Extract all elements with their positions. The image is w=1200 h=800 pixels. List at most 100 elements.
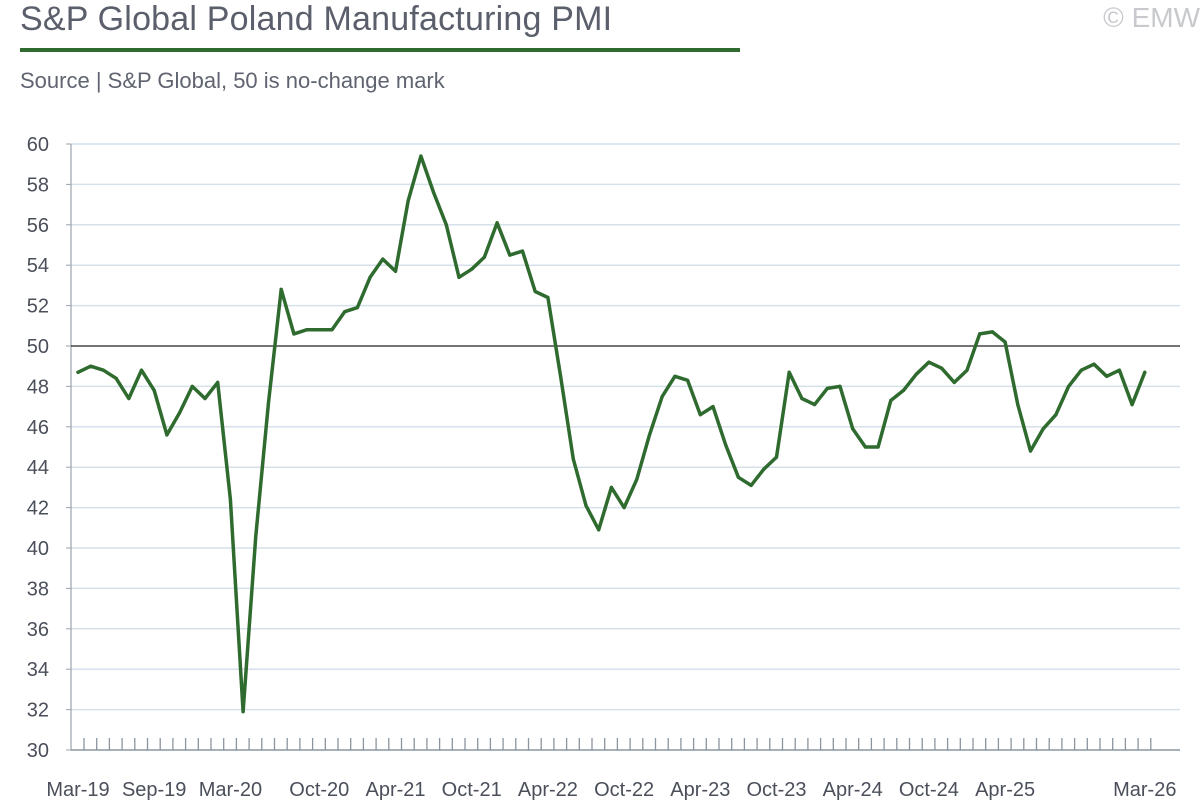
title-underline	[20, 48, 740, 52]
chart-title: S&P Global Poland Manufacturing PMI	[20, 0, 613, 38]
data-point	[1016, 403, 1020, 407]
y-tick-label: 46	[27, 417, 49, 439]
y-tick-label: 56	[27, 215, 49, 237]
data-point	[990, 330, 995, 334]
data-point	[736, 475, 741, 479]
data-point	[724, 443, 728, 447]
x-tick-label: Apr-25	[975, 779, 1035, 800]
data-point	[660, 394, 664, 399]
data-point	[813, 403, 817, 407]
data-point	[914, 372, 918, 376]
data-point	[952, 380, 956, 384]
data-point	[279, 287, 283, 291]
y-tick-label: 48	[27, 376, 49, 398]
data-point	[876, 445, 880, 449]
data-point	[482, 255, 486, 259]
data-point	[533, 289, 537, 294]
data-point	[1067, 384, 1071, 388]
data-point	[889, 398, 893, 403]
x-tick-label: Apr-23	[670, 779, 730, 800]
x-tick-label: Mar-26	[1113, 779, 1176, 800]
y-tick-label: 52	[27, 296, 49, 318]
y-tick-label: 58	[27, 174, 49, 196]
data-point	[241, 710, 245, 714]
data-point	[432, 190, 436, 195]
data-point	[254, 534, 258, 538]
data-point	[114, 376, 118, 380]
data-point	[597, 528, 601, 532]
data-point	[89, 364, 93, 368]
data-point	[1003, 340, 1007, 344]
y-tick-label: 36	[27, 619, 49, 641]
data-point	[152, 388, 156, 392]
y-tick-label: 30	[27, 740, 49, 762]
x-tick-label: Oct-20	[289, 779, 349, 800]
data-point	[927, 360, 931, 364]
y-tick-label: 44	[27, 457, 49, 479]
data-point	[76, 370, 80, 374]
x-tick-label: Mar-19	[46, 779, 109, 800]
data-point	[1028, 449, 1033, 453]
data-point	[101, 368, 105, 372]
data-point	[787, 370, 791, 374]
y-tick-label: 42	[27, 498, 49, 520]
data-point	[495, 221, 499, 225]
x-tick-label: Apr-24	[823, 779, 883, 800]
data-point	[762, 467, 766, 471]
y-tick-label: 34	[27, 659, 49, 681]
data-point	[647, 433, 652, 437]
data-point	[749, 483, 753, 487]
data-point	[622, 506, 626, 510]
data-point	[165, 433, 169, 437]
data-point	[965, 368, 969, 372]
data-point	[393, 269, 398, 273]
x-tick-label: Oct-24	[899, 779, 959, 800]
data-point	[800, 396, 804, 401]
data-point	[774, 455, 779, 459]
data-point	[292, 332, 296, 336]
watermark: © EMW	[1103, 2, 1200, 33]
data-point	[1130, 403, 1134, 407]
y-tick-label: 32	[27, 700, 49, 722]
data-point	[127, 396, 131, 401]
data-point	[317, 328, 321, 332]
data-point	[825, 386, 829, 390]
data-point	[355, 306, 359, 310]
data-point	[444, 223, 448, 227]
data-point	[330, 328, 334, 332]
y-tick-label: 38	[27, 578, 49, 600]
y-tick-label: 60	[27, 134, 49, 156]
y-tick-label: 50	[27, 336, 49, 358]
data-point	[305, 328, 309, 332]
data-point	[1079, 368, 1083, 372]
data-point	[1041, 427, 1045, 431]
data-point	[609, 485, 614, 489]
chart-subtitle: Source | S&P Global, 50 is no-change mar…	[20, 68, 445, 93]
data-point	[863, 445, 868, 449]
x-tick-label: Oct-23	[746, 779, 806, 800]
data-point	[228, 497, 232, 502]
data-point	[838, 384, 842, 388]
series-layer	[76, 154, 1147, 714]
data-point	[1143, 370, 1147, 374]
x-tick-label: Oct-22	[594, 779, 654, 800]
data-point	[1054, 413, 1058, 417]
y-axis: 30 32 34 36 38 40 42 44 46 48 50 52 54 56 58 60	[27, 134, 72, 762]
data-point	[1105, 374, 1109, 378]
data-point	[508, 253, 512, 257]
data-point	[635, 477, 639, 481]
data-point	[406, 199, 410, 203]
data-point	[698, 413, 702, 417]
data-point	[190, 384, 194, 388]
data-point	[520, 249, 525, 253]
data-point	[978, 332, 982, 336]
data-point	[1117, 368, 1121, 372]
x-tick-label: Sep-19	[122, 779, 187, 800]
data-point	[1092, 362, 1096, 366]
data-point	[266, 401, 271, 405]
data-point	[381, 257, 385, 261]
data-point	[139, 368, 144, 372]
x-axis: Mar-19 Sep-19 Mar-20 Oct-20 Apr-21 Oct-21 Apr-…	[46, 738, 1180, 800]
data-point	[368, 275, 372, 279]
data-point	[571, 457, 575, 461]
